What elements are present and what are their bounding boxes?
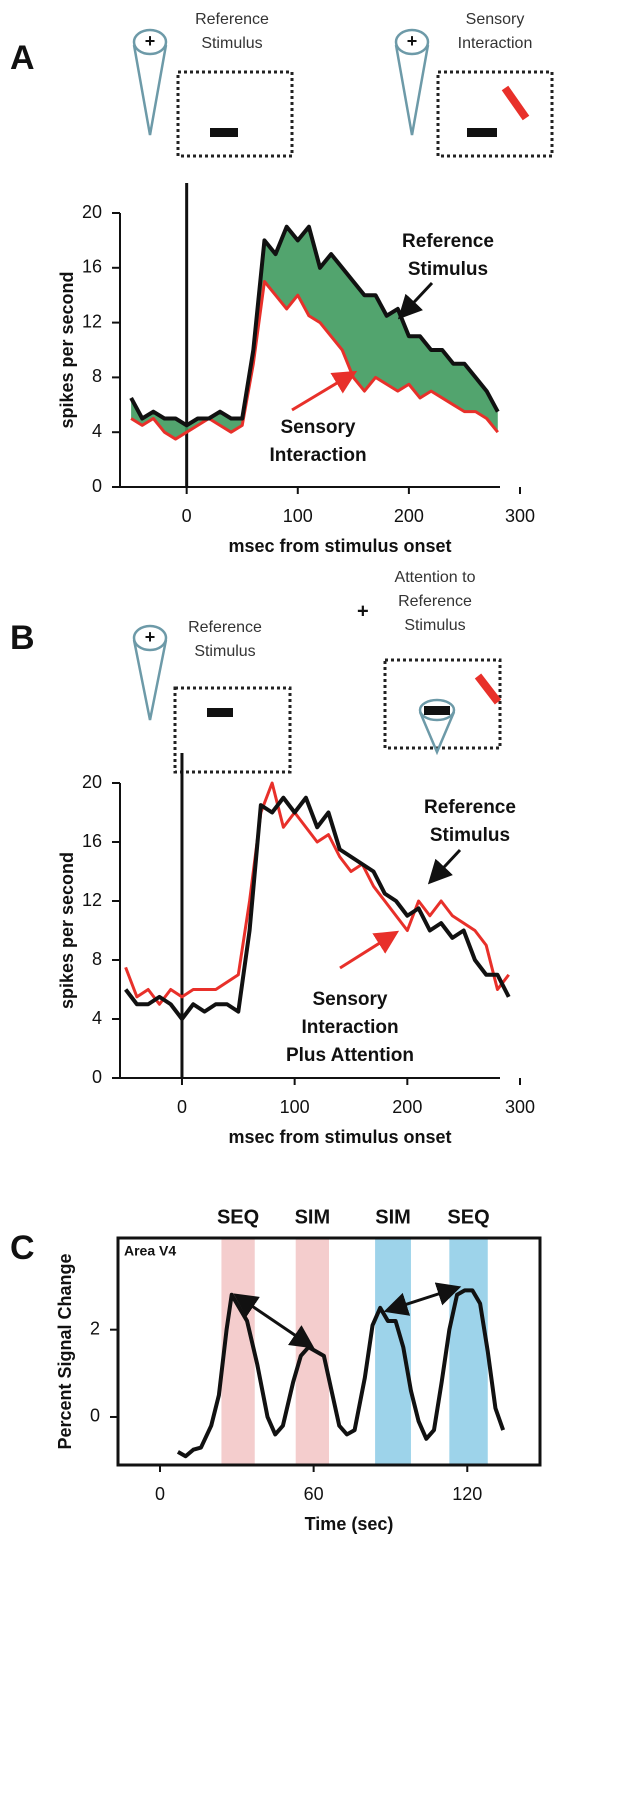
panel-letter: A [10, 39, 35, 77]
y-tick-label: 4 [92, 1008, 102, 1028]
annotation: Reference [424, 797, 516, 818]
figure: A + Reference Stimulus + Sensory Interac… [0, 0, 640, 1803]
annotation: Plus Attention [286, 1045, 414, 1066]
y-tick-label: 8 [92, 949, 102, 969]
svg-text:+: + [145, 627, 156, 647]
annotation-arrow [402, 283, 432, 315]
annotation: Stimulus [430, 825, 510, 846]
x-tick-label: 200 [392, 1097, 422, 1117]
x-tick-label: 0 [182, 506, 192, 526]
x-axis-label: Time (sec) [305, 1514, 394, 1534]
svg-text:+: + [145, 31, 156, 51]
y-axis-label: spikes per second [57, 852, 77, 1009]
plus-sign: + [357, 600, 369, 622]
annotation-arrow [340, 934, 394, 968]
annotation: Sensory [281, 417, 356, 438]
icon [385, 660, 500, 752]
y-tick-label: 0 [92, 476, 102, 496]
period-band [449, 1238, 487, 1465]
icon-label: Sensory [466, 11, 525, 28]
x-axis-label: msec from stimulus onset [228, 536, 451, 556]
y-axis-label: Percent Signal Change [55, 1253, 75, 1449]
panel-letter: C [10, 1229, 35, 1267]
icon-label: Stimulus [404, 617, 465, 634]
period-label: SIM [375, 1206, 411, 1228]
annotation: Reference [402, 231, 494, 252]
y-tick-label: 20 [82, 202, 102, 222]
period-band [221, 1238, 254, 1465]
x-axis-label: msec from stimulus onset [228, 1127, 451, 1147]
annotation: Stimulus [408, 259, 488, 280]
y-tick-label: 16 [82, 257, 102, 277]
y-tick-label: 12 [82, 311, 102, 331]
y-tick-label: 8 [92, 366, 102, 386]
annotation: Interaction [301, 1017, 398, 1038]
inset-label: Area V4 [124, 1243, 176, 1259]
y-tick-label: 16 [82, 831, 102, 851]
period-label: SIM [295, 1206, 331, 1228]
svg-text:+: + [407, 31, 418, 51]
y-tick-label: 0 [92, 1067, 102, 1087]
x-tick-label: 200 [394, 506, 424, 526]
annotation: Sensory [313, 989, 388, 1010]
x-tick-label: 0 [177, 1097, 187, 1117]
y-tick-label: 4 [92, 421, 102, 441]
x-tick-label: 300 [505, 1097, 535, 1117]
x-tick-label: 100 [283, 506, 313, 526]
x-tick-label: 0 [155, 1484, 165, 1504]
icon-label: Stimulus [194, 643, 255, 660]
icon-label: Reference [398, 593, 472, 610]
icon-label: Reference [195, 11, 269, 28]
annotation: Interaction [269, 445, 366, 466]
icon-label: Interaction [458, 35, 533, 52]
y-tick-label: 12 [82, 890, 102, 910]
annotation-arrow [432, 850, 460, 880]
x-tick-label: 60 [304, 1484, 324, 1504]
y-tick-label: 2 [90, 1318, 100, 1338]
icon-label: Reference [188, 619, 262, 636]
period-label: SEQ [217, 1206, 259, 1228]
icon-label: Attention to [395, 569, 476, 586]
icon-label: Stimulus [201, 35, 262, 52]
period-label: SEQ [447, 1206, 489, 1228]
panel-letter: B [10, 619, 35, 657]
x-tick-label: 120 [452, 1484, 482, 1504]
x-tick-label: 100 [280, 1097, 310, 1117]
y-tick-label: 0 [90, 1406, 100, 1426]
annotation-arrow [292, 374, 352, 410]
x-tick-label: 300 [505, 506, 535, 526]
y-tick-label: 20 [82, 772, 102, 792]
y-axis-label: spikes per second [57, 271, 77, 428]
